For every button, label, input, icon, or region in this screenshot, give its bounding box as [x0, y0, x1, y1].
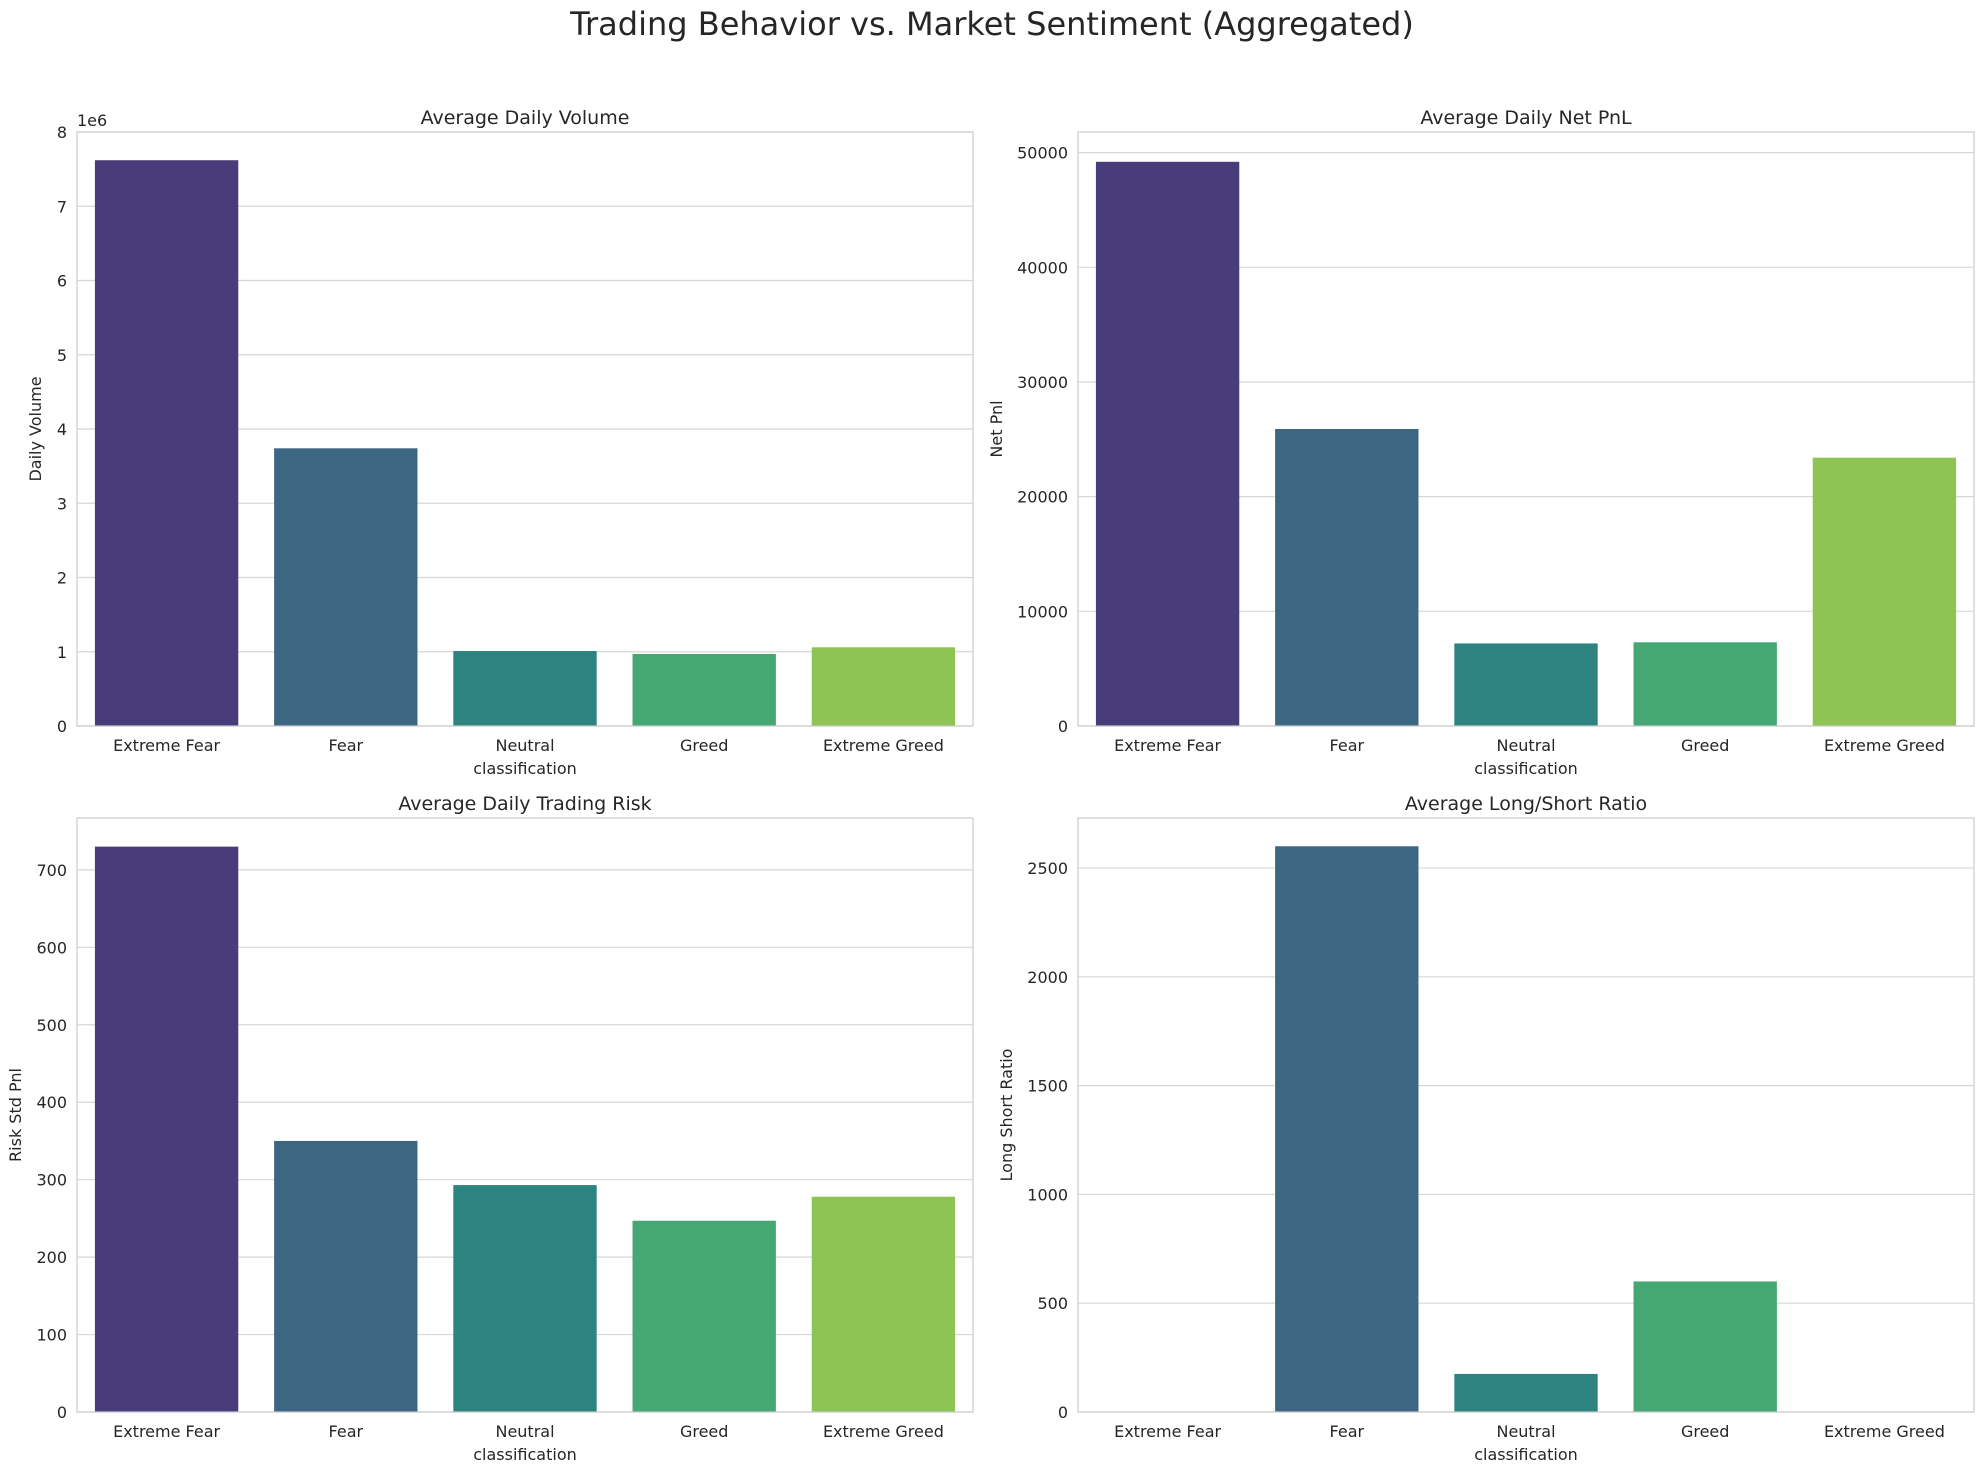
x-tick-label: Fear — [329, 1422, 364, 1441]
axes-frame — [1077, 131, 1975, 727]
x-tick-label: Neutral — [1496, 1422, 1555, 1441]
axes-frame — [1077, 817, 1975, 1413]
y-tick-label: 4 — [57, 420, 67, 439]
subplot-4: 0 500 1000 1500 2000 2500 Extreme Fear Fear Neut… — [997, 793, 1975, 1464]
x-tick-label: Greed — [680, 1422, 728, 1441]
x-tick-label: Extreme Fear — [113, 736, 220, 755]
subplot-grid: 0 1 2 3 4 5 6 7 8 1e6 Extreme Fear Fear Neutral Greed… — [6, 107, 1975, 1464]
x-tick-label: Extreme Greed — [823, 1422, 944, 1441]
bar — [94, 160, 239, 727]
bar — [453, 1185, 597, 1412]
y-tick-label: 1000 — [1027, 1185, 1068, 1204]
y-tick-label: 0 — [1058, 1403, 1068, 1422]
x-tick-label: Greed — [680, 736, 728, 755]
y-tick-label: 5 — [57, 346, 67, 365]
y-tick-label: 2 — [57, 569, 67, 588]
x-axis-label: classification — [1474, 759, 1578, 778]
bar — [811, 647, 956, 726]
bar — [1633, 642, 1777, 726]
axes-frame — [76, 817, 974, 1413]
y-tick-label: 10000 — [1017, 602, 1068, 621]
y-tick-label: 2500 — [1027, 859, 1068, 878]
x-axis-label: classification — [1474, 1445, 1578, 1464]
x-tick-label: Extreme Greed — [1824, 1422, 1945, 1441]
x-tick-label: Neutral — [1496, 736, 1555, 755]
figure-title: Trading Behavior vs. Market Sentiment (A… — [569, 5, 1414, 43]
y-tick-label: 6 — [57, 272, 67, 291]
x-tick-label: Fear — [329, 736, 364, 755]
y-tick-label: 2000 — [1027, 968, 1068, 987]
y-tick-label: 40000 — [1017, 258, 1068, 277]
bar — [1275, 846, 1419, 1412]
x-tick-label: Extreme Fear — [1114, 736, 1221, 755]
y-tick-label: 400 — [36, 1093, 67, 1112]
y-offset-label: 1e6 — [77, 111, 107, 130]
bar — [1454, 1373, 1598, 1412]
x-tick-label: Fear — [1330, 1422, 1365, 1441]
bar — [453, 651, 597, 726]
bar — [1095, 161, 1240, 726]
y-axis-label: Daily Volume — [26, 376, 45, 481]
x-tick-label: Extreme Greed — [823, 736, 944, 755]
y-tick-label: 1500 — [1027, 1077, 1068, 1096]
y-tick-label: 100 — [36, 1326, 67, 1345]
y-tick-label: 50000 — [1017, 144, 1068, 163]
y-tick-label: 30000 — [1017, 373, 1068, 392]
x-tick-label: Extreme Fear — [1114, 1422, 1221, 1441]
subplot-title: Average Daily Trading Risk — [398, 793, 651, 815]
x-tick-label: Greed — [1681, 1422, 1729, 1441]
y-tick-label: 20000 — [1017, 488, 1068, 507]
bar — [274, 1140, 418, 1412]
y-tick-label: 700 — [36, 861, 67, 880]
bar — [1275, 429, 1419, 726]
bar — [274, 448, 418, 726]
subplot-title: Average Long/Short Ratio — [1405, 793, 1647, 815]
bar — [1812, 457, 1957, 726]
x-tick-label: Extreme Fear — [113, 1422, 220, 1441]
x-tick-label: Fear — [1330, 736, 1365, 755]
y-tick-label: 8 — [57, 123, 67, 142]
y-tick-label: 500 — [1037, 1294, 1068, 1313]
x-tick-label: Neutral — [495, 736, 554, 755]
y-tick-label: 300 — [36, 1171, 67, 1190]
y-tick-label: 3 — [57, 494, 67, 513]
subplot-3: 0 100 200 300 400 500 600 700 Extreme Fear Fear Ne… — [6, 793, 974, 1464]
x-axis-label: classification — [473, 1445, 577, 1464]
axes-frame — [76, 131, 974, 727]
subplot-2: 0 10000 20000 30000 40000 50000 Extreme Fear Fe… — [987, 107, 1975, 778]
bar — [1454, 643, 1598, 726]
y-tick-label: 0 — [1058, 717, 1068, 736]
bar — [1633, 1281, 1777, 1412]
x-tick-label: Greed — [1681, 736, 1729, 755]
subplot-title: Average Daily Net PnL — [1420, 107, 1632, 129]
y-axis-label: Long Short Ratio — [997, 1049, 1016, 1182]
y-tick-label: 0 — [57, 717, 67, 736]
x-axis-label: classification — [473, 759, 577, 778]
y-tick-label: 1 — [57, 643, 67, 662]
bar — [811, 1196, 956, 1412]
bar — [632, 1220, 776, 1412]
bar — [94, 846, 239, 1412]
y-tick-label: 200 — [36, 1248, 67, 1267]
y-tick-label: 500 — [36, 1016, 67, 1035]
subplot-title: Average Daily Volume — [421, 107, 630, 129]
x-tick-label: Neutral — [495, 1422, 554, 1441]
x-tick-label: Extreme Greed — [1824, 736, 1945, 755]
bar — [632, 653, 776, 726]
y-axis-label: Risk Std Pnl — [6, 1068, 25, 1162]
y-tick-label: 7 — [57, 197, 67, 216]
y-tick-label: 600 — [36, 938, 67, 957]
y-tick-label: 0 — [57, 1403, 67, 1422]
subplot-1: 0 1 2 3 4 5 6 7 8 1e6 Extreme Fear Fear Neutral Greed… — [26, 107, 974, 778]
y-axis-label: Net Pnl — [987, 400, 1006, 457]
